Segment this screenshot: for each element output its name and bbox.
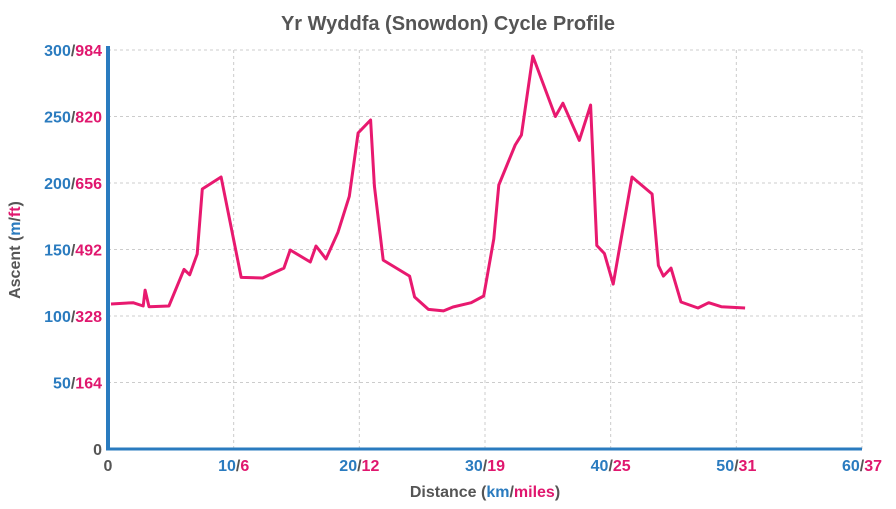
y-tick-ft: 656 bbox=[75, 176, 102, 193]
y-tick-m: 50 bbox=[53, 376, 71, 393]
y-tick-m: 150 bbox=[44, 243, 71, 260]
y-tick-ft: 164 bbox=[75, 376, 102, 393]
elevation-line bbox=[110, 54, 746, 313]
y-axis-ticks: 050/164100/328150/492200/656250/820300/9… bbox=[44, 43, 102, 459]
x-axis-ticks: 0 10/6 20/12 30/19 40/25 50/31 60/37 bbox=[104, 458, 883, 475]
x-tick-miles: 12 bbox=[362, 458, 380, 475]
y-tick-m: 0 bbox=[93, 442, 102, 459]
x-tick-sep: / bbox=[734, 458, 739, 475]
x-tick-label: 30/19 bbox=[465, 458, 505, 475]
x-tick-miles: 25 bbox=[613, 458, 631, 475]
x-tick-label: 0 bbox=[104, 458, 113, 475]
y-tick-label: 300/984 bbox=[44, 43, 102, 60]
y-tick-sep: / bbox=[71, 176, 76, 193]
y-tick-ft: 820 bbox=[75, 110, 102, 127]
y-tick-m: 200 bbox=[44, 176, 71, 193]
x-tick-sep: / bbox=[608, 458, 613, 475]
x-tick-label: 20/12 bbox=[339, 458, 379, 475]
x-tick-label: 60/37 bbox=[842, 458, 882, 475]
y-label-suffix: ) bbox=[7, 201, 24, 206]
x-label-suffix: ) bbox=[555, 484, 560, 501]
x-tick-miles: 19 bbox=[487, 458, 505, 475]
y-tick-label: 50/164 bbox=[53, 376, 102, 393]
y-label-unit-m: m bbox=[7, 222, 24, 236]
x-tick-miles: 37 bbox=[864, 458, 882, 475]
x-tick-sep: / bbox=[860, 458, 865, 475]
y-tick-label: 100/328 bbox=[44, 309, 102, 326]
y-tick-ft: 328 bbox=[75, 309, 102, 326]
x-tick-km: 50 bbox=[716, 458, 734, 475]
grid bbox=[108, 49, 863, 449]
y-tick-label: 200/656 bbox=[44, 176, 102, 193]
x-tick-km: 30 bbox=[465, 458, 483, 475]
y-axis-label: Ascent (m/ft) bbox=[7, 201, 24, 299]
y-tick-ft: 984 bbox=[75, 43, 102, 60]
x-label-prefix: Distance ( bbox=[410, 484, 487, 501]
y-label-prefix: Ascent ( bbox=[7, 235, 24, 299]
x-tick-sep: / bbox=[236, 458, 241, 475]
x-tick-label: 40/25 bbox=[591, 458, 631, 475]
x-label-unit-km: km bbox=[486, 484, 509, 501]
y-tick-label: 150/492 bbox=[44, 243, 102, 260]
x-tick-miles: 31 bbox=[739, 458, 757, 475]
x-label-unit-miles: miles bbox=[514, 484, 555, 501]
y-tick-label: 0 bbox=[93, 442, 102, 459]
y-tick-m: 300 bbox=[44, 43, 71, 60]
x-tick-km: 10 bbox=[218, 458, 236, 475]
y-label-unit-ft: ft bbox=[7, 206, 24, 217]
x-label-sep: / bbox=[509, 484, 514, 501]
x-tick-km: 20 bbox=[339, 458, 357, 475]
x-tick-km: 40 bbox=[591, 458, 609, 475]
x-tick-label: 50/31 bbox=[716, 458, 756, 475]
x-tick-km: 0 bbox=[104, 458, 113, 475]
y-tick-m: 100 bbox=[44, 309, 71, 326]
y-label-sep: / bbox=[7, 217, 24, 222]
y-tick-m: 250 bbox=[44, 110, 71, 127]
x-tick-sep: / bbox=[357, 458, 362, 475]
x-tick-km: 60 bbox=[842, 458, 860, 475]
y-tick-sep: / bbox=[71, 376, 76, 393]
y-tick-sep: / bbox=[71, 243, 76, 260]
x-tick-miles: 6 bbox=[240, 458, 249, 475]
y-tick-sep: / bbox=[71, 309, 76, 326]
y-tick-sep: / bbox=[71, 43, 76, 60]
x-axis-label: Distance (km/miles) bbox=[410, 484, 560, 501]
y-tick-label: 250/820 bbox=[44, 110, 102, 127]
chart-title: Yr Wyddfa (Snowdon) Cycle Profile bbox=[281, 13, 615, 35]
y-tick-sep: / bbox=[71, 110, 76, 127]
x-tick-sep: / bbox=[483, 458, 488, 475]
x-tick-label: 10/6 bbox=[218, 458, 249, 475]
y-tick-ft: 492 bbox=[75, 243, 102, 260]
